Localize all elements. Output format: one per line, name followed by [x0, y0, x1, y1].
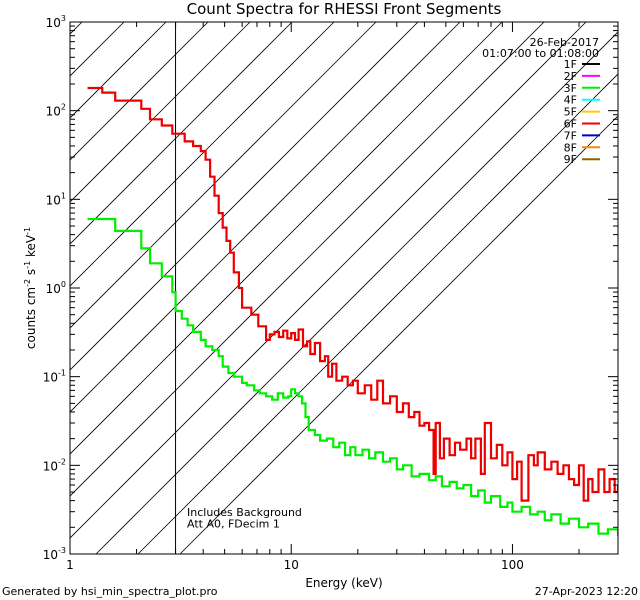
- legend-label: 4F: [564, 94, 577, 107]
- series-6F: [87, 86, 618, 502]
- legend-label: 1F: [564, 58, 577, 71]
- hatch-line: [70, 22, 293, 245]
- hatch-line: [70, 22, 419, 371]
- y-tick-label: 101: [46, 191, 66, 207]
- annotation-text: Att A0, FDecim 1: [187, 518, 280, 531]
- x-tick-label: 10: [284, 558, 299, 572]
- legend-label: 8F: [564, 141, 577, 154]
- hatch-line: [70, 22, 377, 329]
- hatch-line: [70, 22, 503, 455]
- y-axis-label: counts cm-2 s-1 keV-1: [23, 227, 38, 349]
- chart-title: Count Spectra for RHESSI Front Segments: [187, 0, 502, 18]
- y-tick-label: 10-2: [43, 457, 66, 473]
- x-tick-label: 100: [501, 558, 524, 572]
- hatch-line: [70, 22, 335, 287]
- hatched-region: [70, 22, 618, 554]
- legend-label: 9F: [564, 153, 577, 166]
- legend-label: 5F: [564, 106, 577, 119]
- legend-label: 2F: [564, 70, 577, 83]
- hatch-line: [70, 22, 545, 497]
- hatch-line: [137, 73, 618, 554]
- legend-label: 6F: [564, 118, 577, 131]
- x-axis-label: Energy (keV): [305, 576, 382, 590]
- hatch-line: [70, 22, 587, 539]
- legend-label: 3F: [564, 82, 577, 95]
- y-tick-label: 103: [46, 14, 66, 30]
- x-tick-label: 1: [66, 558, 74, 572]
- y-tick-label: 10-3: [43, 546, 66, 562]
- hatch-line: [70, 22, 251, 203]
- y-tick-label: 100: [46, 280, 66, 296]
- hatch-line: [70, 22, 461, 413]
- footer-generator: Generated by hsi_min_spectra_plot.pro: [2, 585, 218, 598]
- series-3F: [87, 217, 618, 536]
- hatch-line: [95, 31, 618, 554]
- y-tick-label: 10-1: [43, 369, 66, 385]
- time-range-label: 01:07:00 to 01:08:00: [482, 47, 599, 60]
- y-tick-label: 102: [46, 103, 66, 119]
- annotation-text: Includes Background: [187, 506, 302, 519]
- hatch-line: [70, 22, 209, 161]
- legend-label: 7F: [564, 129, 577, 142]
- date-label: 26-Feb-2017: [530, 36, 599, 49]
- footer-timestamp: 27-Apr-2023 12:20: [535, 585, 638, 598]
- hatch-line: [179, 115, 618, 554]
